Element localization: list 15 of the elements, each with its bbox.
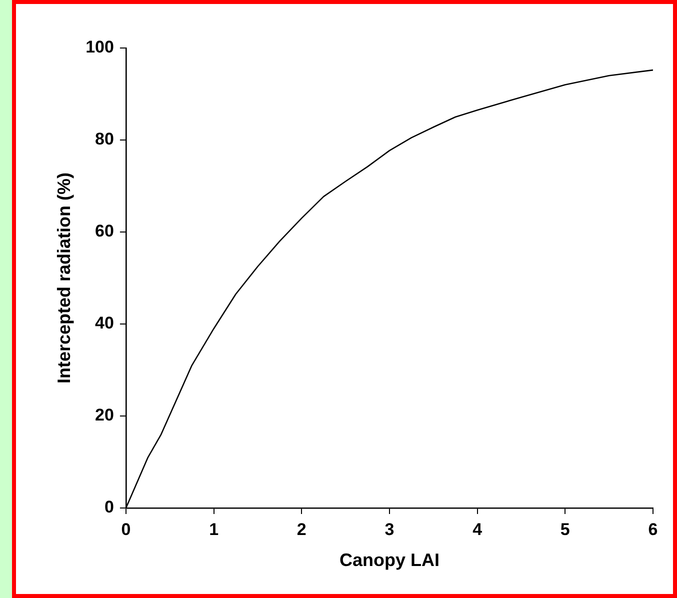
x-tick-label: 0 bbox=[121, 520, 131, 539]
x-tick-label: 2 bbox=[296, 520, 306, 539]
x-tick-label: 6 bbox=[648, 520, 658, 539]
y-tick-label: 100 bbox=[86, 38, 114, 57]
y-tick-label: 80 bbox=[95, 130, 114, 149]
x-axis-title: Canopy LAI bbox=[339, 550, 440, 570]
y-tick-label: 40 bbox=[95, 314, 114, 333]
y-axis-title: Intercepted radiation (%) bbox=[54, 172, 74, 384]
y-tick-label: 60 bbox=[95, 222, 114, 241]
y-tick-label: 0 bbox=[104, 498, 114, 517]
x-tick-label: 3 bbox=[384, 520, 394, 539]
x-tick-label: 1 bbox=[209, 520, 219, 539]
x-tick-label: 4 bbox=[472, 520, 483, 539]
x-tick-label: 5 bbox=[560, 520, 570, 539]
y-tick-label: 20 bbox=[95, 406, 114, 425]
